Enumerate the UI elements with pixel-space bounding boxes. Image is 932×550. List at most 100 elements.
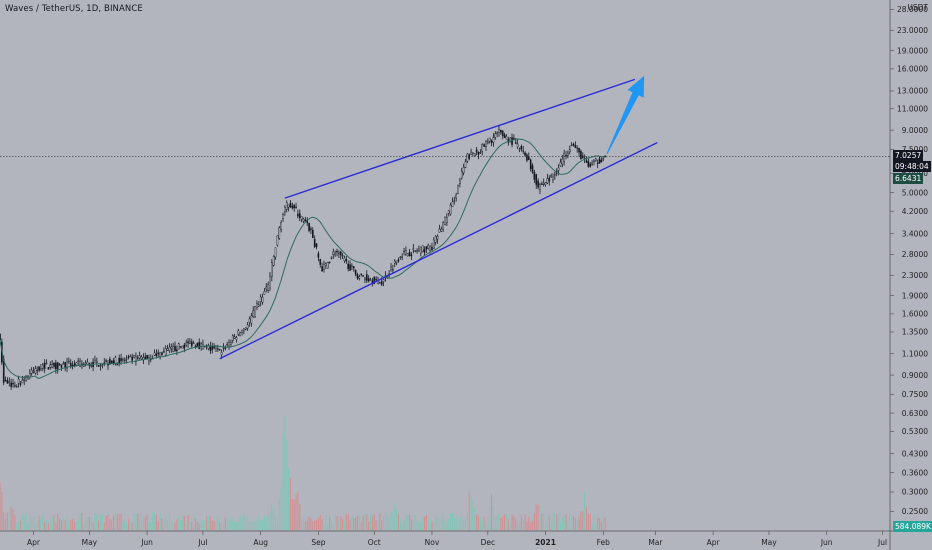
candle-body (289, 202, 292, 208)
volume-bar (114, 513, 116, 530)
candle-body (498, 128, 500, 134)
time-tick-label: Nov (425, 538, 440, 547)
price-tick-label: 4.2000 (902, 207, 928, 216)
candle-body (40, 368, 42, 371)
candle-body (181, 345, 184, 349)
volume-bar (407, 514, 409, 530)
volume-bar (500, 518, 502, 530)
candle-body (408, 251, 411, 256)
candle-body (379, 282, 381, 284)
volume-bar (492, 505, 494, 530)
volume-bar (347, 514, 349, 530)
candle-body (308, 223, 310, 231)
volume-bar (302, 518, 305, 530)
price-tick-label: 5.0000 (902, 188, 928, 197)
candle-body (32, 371, 35, 373)
candle-body (272, 255, 275, 266)
candle-body (531, 165, 534, 173)
price-tick-label: 1.3500 (902, 328, 928, 337)
candle-body (116, 363, 119, 366)
candle-body (109, 358, 111, 365)
candle-body (34, 368, 37, 374)
candle-body (570, 144, 573, 147)
candle-body (293, 204, 295, 209)
volume-bar (598, 518, 601, 530)
volume-label: 584.089K (893, 521, 932, 532)
candle-body (578, 148, 580, 153)
candle-body (23, 378, 26, 381)
volume-bar (146, 514, 148, 530)
candle-body (170, 346, 173, 349)
candle-body (466, 153, 469, 162)
volume-bar (235, 522, 238, 530)
price-tick-label: 0.5300 (902, 427, 928, 436)
volume-bar (105, 515, 107, 530)
volume-bar (436, 517, 439, 530)
volume-bar (0, 482, 1, 530)
candle-body (43, 363, 46, 369)
volume-bar (543, 513, 545, 530)
volume-bar (550, 521, 552, 530)
volume-bar (73, 521, 76, 530)
volume-bar (427, 519, 429, 530)
candle-body (213, 346, 215, 349)
volume-bar (319, 514, 321, 530)
candle-body (527, 156, 530, 160)
candle-body (49, 364, 52, 368)
volume-bar (3, 512, 5, 530)
price-tick-label: 6.0000 (902, 169, 928, 178)
volume-bar (217, 516, 219, 530)
candle-body (365, 274, 368, 281)
candle-body (462, 166, 465, 174)
volume-bar (178, 515, 180, 530)
time-tick-label: Jul (197, 538, 207, 547)
price-axis-background[interactable] (890, 0, 932, 550)
price-tick-label: 0.4300 (902, 449, 928, 458)
volume-bar (600, 522, 602, 530)
price-tick-label: 1.9000 (902, 291, 928, 300)
price-tick-label: 0.3600 (902, 468, 928, 477)
volume-bar (410, 519, 413, 530)
candle-body (237, 330, 240, 335)
volume-bar (150, 522, 152, 530)
candle-body (375, 278, 377, 281)
volume-bar (306, 520, 308, 530)
candle-body (64, 362, 66, 369)
volume-bar (531, 521, 534, 530)
candle-body (230, 342, 232, 345)
candle-body (546, 178, 549, 184)
volume-bar (381, 520, 383, 530)
volume-bar (14, 515, 16, 530)
candle-body (19, 383, 22, 385)
candle-body (367, 278, 370, 282)
candle-body (218, 348, 221, 351)
volume-bar (392, 512, 394, 530)
volume-bar (291, 498, 293, 530)
volume-bar (571, 517, 573, 530)
volume-bar (578, 516, 580, 530)
candle-body (529, 159, 532, 169)
volume-bar (297, 491, 299, 530)
volume-bar (289, 477, 292, 530)
candle-body (585, 160, 588, 163)
candle-body (246, 324, 249, 329)
candle-body (129, 355, 132, 358)
candle-body (278, 227, 281, 239)
volume-bar (371, 515, 373, 530)
volume-bar (569, 513, 571, 530)
candle-body (496, 132, 498, 134)
candle-body (554, 174, 556, 176)
candle-body (257, 304, 260, 307)
volume-bar (260, 521, 262, 530)
volume-bar (481, 519, 483, 530)
time-tick-label: Apr (707, 538, 721, 547)
moving-average-label: 6.6431 (893, 173, 924, 185)
candle-body (138, 355, 141, 359)
candle-body (58, 363, 61, 366)
volume-bar (99, 514, 102, 530)
price-tick-label: 0.2500 (902, 507, 928, 516)
volume-bar (137, 514, 139, 530)
candle-body (330, 257, 333, 259)
volume-bar (429, 517, 431, 530)
